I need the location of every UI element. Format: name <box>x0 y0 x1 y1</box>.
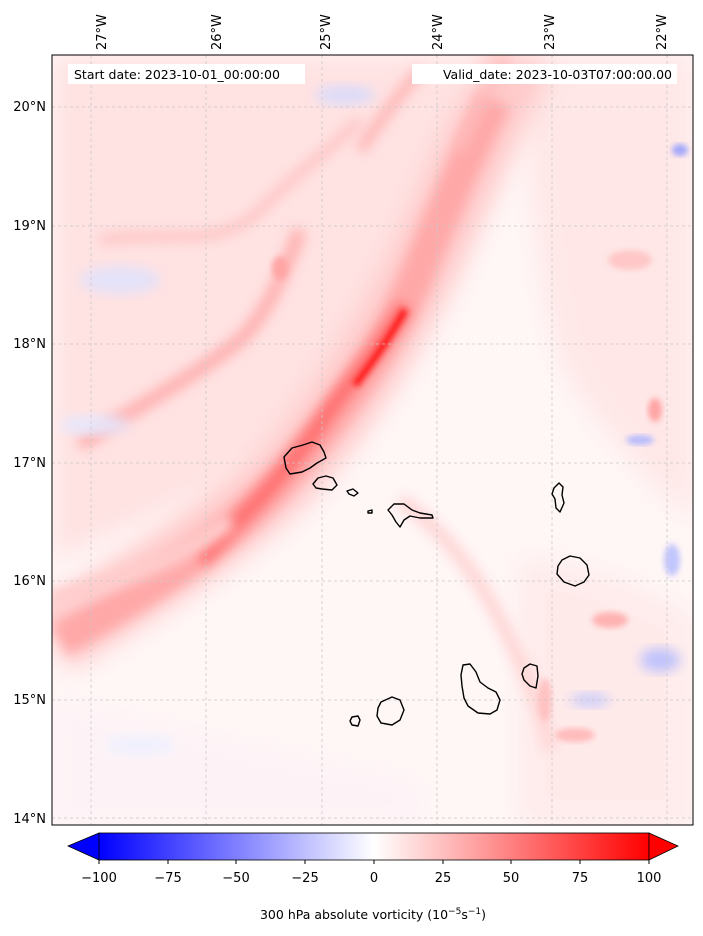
field-southern-band <box>396 494 557 752</box>
lat-label-15n: 15°N <box>13 693 46 708</box>
colorbar-title-end: ) <box>481 907 486 922</box>
lon-label-27w: 27°W <box>95 14 110 50</box>
gridlines <box>52 55 693 825</box>
field-red-cell-e1 <box>648 398 662 422</box>
annotation-valid-date: Valid_date: 2023-10-03T07:00:00.00 <box>443 67 672 82</box>
field-lower-band <box>52 512 236 609</box>
field-blue-patch-nw <box>80 266 160 294</box>
field-southwest-pale <box>52 700 420 825</box>
field-blue-patch-w <box>60 415 130 435</box>
colorbar-title: 300 hPa absolute vorticity (10−5s−1) <box>260 907 486 922</box>
field-jet-max <box>352 308 409 388</box>
field-red-cell-e5 <box>608 250 652 270</box>
island-maio <box>521 663 539 689</box>
colorbar-title-exp2: −1 <box>468 907 481 917</box>
cb-tick-neg25: −25 <box>291 871 318 886</box>
vorticity-field <box>52 55 693 825</box>
field-jet-core <box>194 301 412 566</box>
lon-label-25w: 25°W <box>319 14 334 50</box>
coastlines <box>283 441 590 727</box>
island-santiago <box>460 663 501 715</box>
lon-label-22w: 22°W <box>655 14 670 50</box>
field-red-cell-e2 <box>592 612 628 628</box>
island-brava <box>349 715 361 727</box>
colorbar: −100 −75 −50 −25 0 25 50 75 100 300 hPa … <box>66 832 679 922</box>
lat-label-16n: 16°N <box>13 574 46 589</box>
field-red-cell-e6 <box>272 256 288 280</box>
cb-tick-100: 100 <box>637 871 662 886</box>
cb-tick-25: 25 <box>435 871 452 886</box>
island-sao-nicolau <box>387 503 434 528</box>
island-sao-vicente <box>312 475 338 491</box>
annotation-start-date: Start date: 2023-10-01_00:00:00 <box>74 67 280 82</box>
cb-tick-neg50: −50 <box>222 871 249 886</box>
cb-tick-75: 75 <box>572 871 589 886</box>
lat-label-14n: 14°N <box>13 812 46 827</box>
island-sal <box>551 482 565 513</box>
island-branco <box>367 509 373 514</box>
colorbar-extend-min <box>66 832 100 861</box>
annotation-valid-box <box>412 64 677 84</box>
latitude-labels: 20°N 19°N 18°N 17°N 16°N 15°N 14°N <box>13 100 46 827</box>
field-east-pink-south <box>520 560 693 825</box>
lon-label-23w: 23°W <box>543 14 558 50</box>
field-blue-patch-north <box>315 85 375 105</box>
lon-label-26w: 26°W <box>210 14 225 50</box>
island-fogo <box>376 696 405 726</box>
lat-label-19n: 19°N <box>13 219 46 234</box>
field-blue-patch-sw <box>105 735 175 755</box>
colorbar-title-exp1: −5 <box>448 907 461 917</box>
longitude-labels: 27°W 26°W 25°W 24°W 23°W 22°W <box>95 14 670 50</box>
lon-label-24w: 24°W <box>431 14 446 50</box>
lat-label-18n: 18°N <box>13 337 46 352</box>
field-blue-patch-e2 <box>664 544 680 576</box>
cb-tick-50: 50 <box>503 871 520 886</box>
lat-label-17n: 17°N <box>13 456 46 471</box>
island-santo-antao <box>283 441 327 475</box>
cb-tick-0: 0 <box>370 871 378 886</box>
field-blue-patch-ne <box>672 144 688 156</box>
island-santa-luzia <box>346 488 359 497</box>
field-blue-patch-se2 <box>570 693 610 707</box>
island-boa-vista <box>556 555 590 587</box>
colorbar-extend-max <box>648 832 679 861</box>
colorbar-title-mid: s <box>461 907 468 922</box>
map-panel <box>52 55 693 825</box>
cb-tick-neg100: −100 <box>81 871 117 886</box>
map-frame <box>51 54 694 826</box>
field-red-cell-e3 <box>555 728 595 742</box>
field-blue-patch-se1 <box>640 648 680 672</box>
colorbar-body <box>98 832 650 861</box>
field-blue-patch-e1 <box>626 435 654 445</box>
annotation-start-box <box>68 64 305 84</box>
colorbar-title-main: 300 hPa absolute vorticity (10 <box>260 907 448 922</box>
cb-tick-neg75: −75 <box>154 871 181 886</box>
colorbar-ticks <box>98 860 650 864</box>
field-nw-band-2 <box>99 116 364 245</box>
colorbar-tick-labels: −100 −75 −50 −25 0 25 50 75 100 <box>81 871 661 886</box>
lat-label-20n: 20°N <box>13 100 46 115</box>
